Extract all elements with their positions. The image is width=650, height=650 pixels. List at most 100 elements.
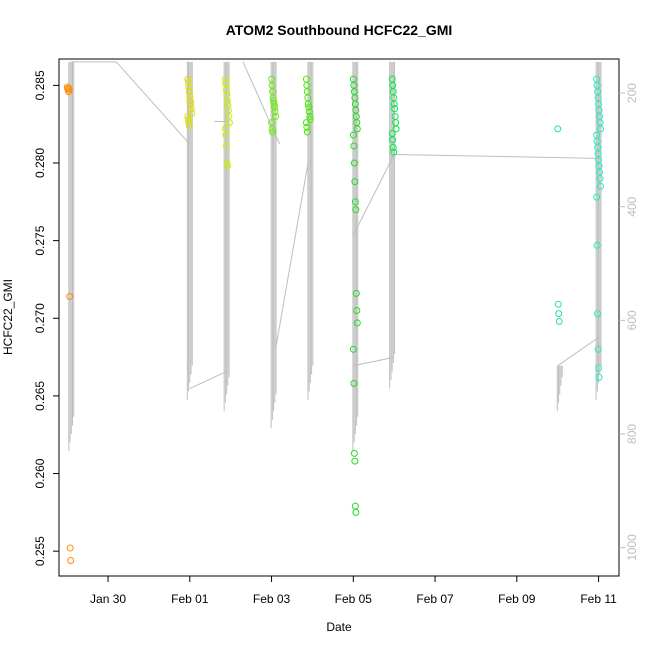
data-point [389, 136, 397, 144]
x-tick-label: Jan 30 [90, 592, 126, 606]
data-point [353, 319, 361, 327]
data-point [554, 300, 562, 308]
data-point [66, 544, 74, 552]
transit-lines [71, 61, 599, 389]
right-tick-label: 600 [625, 310, 639, 330]
data-point [225, 119, 233, 127]
data-points [63, 75, 605, 564]
data-point [224, 102, 232, 110]
y-tick-label: 0.285 [33, 70, 47, 100]
y-tick-label: 0.265 [33, 381, 47, 411]
chart-title: ATOM2 Southbound HCFC22_GMI [226, 22, 453, 38]
data-point [391, 105, 399, 113]
data-point [65, 84, 73, 92]
x-tick-label: Feb 01 [171, 592, 209, 606]
data-point [303, 123, 311, 131]
x-tick-label: Feb 09 [498, 592, 536, 606]
data-point [305, 103, 313, 111]
data-point [596, 175, 604, 183]
data-point [221, 75, 229, 83]
x-tick-label: Feb 03 [253, 592, 291, 606]
data-point [305, 108, 313, 116]
data-point [593, 193, 601, 201]
data-point [223, 97, 231, 105]
transit-line [275, 161, 309, 349]
y-tick-label: 0.280 [33, 148, 47, 178]
data-point [350, 142, 358, 150]
x-tick-label: Feb 05 [335, 592, 373, 606]
data-point [222, 142, 230, 150]
data-point [223, 162, 231, 170]
data-point [272, 112, 280, 120]
transit-line [353, 356, 395, 367]
data-point [351, 178, 359, 186]
data-point [222, 86, 230, 94]
y-axis: 0.255 0.260 0.265 0.270 0.275 0.280 0.285 [33, 70, 59, 566]
data-point [222, 131, 230, 139]
y-tick-label: 0.260 [33, 458, 47, 488]
y-tick-label: 0.275 [33, 225, 47, 255]
data-point [67, 556, 75, 564]
right-tick-label: 200 [625, 83, 639, 103]
data-point [352, 508, 360, 516]
data-point [595, 373, 603, 381]
right-tick-label: 800 [625, 424, 639, 444]
data-point [349, 131, 357, 139]
transit-line [557, 336, 599, 367]
data-point [554, 125, 562, 133]
data-point [65, 88, 73, 96]
data-point [186, 97, 194, 105]
data-point [349, 345, 357, 353]
data-point [184, 78, 192, 86]
data-point [351, 457, 359, 465]
data-point [595, 364, 603, 372]
data-point [270, 100, 278, 108]
data-point [223, 159, 231, 167]
data-point [303, 128, 311, 136]
x-axis: Jan 30 Feb 01 Feb 03 Feb 05 Feb 07 Feb 09 Feb … [90, 575, 617, 606]
data-point [304, 100, 312, 108]
y-tick-label: 0.255 [33, 536, 47, 566]
data-point [271, 108, 279, 116]
transit-line [189, 371, 227, 389]
data-point [184, 75, 192, 83]
data-point [594, 345, 602, 353]
data-point [185, 119, 193, 127]
data-point [597, 125, 605, 133]
x-axis-label: Date [326, 620, 352, 634]
transit-line [394, 153, 599, 159]
y-axis-label: HCFC22_GMI [1, 279, 15, 355]
data-point [352, 206, 360, 214]
data-point [269, 128, 277, 136]
right-axis: 200 400 600 800 1000 [619, 83, 639, 561]
data-point [185, 122, 193, 130]
data-point [271, 103, 279, 111]
data-point [352, 289, 360, 297]
data-point [186, 92, 194, 100]
data-point [555, 310, 563, 318]
data-point [185, 83, 193, 91]
data-point [555, 317, 563, 325]
data-point [187, 100, 195, 108]
data-point [350, 449, 358, 457]
data-point [268, 125, 276, 133]
data-point [597, 182, 605, 190]
data-point [306, 112, 314, 120]
data-point [390, 100, 398, 108]
data-point [187, 105, 195, 113]
data-point [390, 148, 398, 156]
data-point [351, 198, 359, 206]
data-point [353, 125, 361, 133]
right-tick-label: 400 [625, 196, 639, 216]
transit-line [115, 61, 191, 145]
y-tick-label: 0.270 [33, 303, 47, 333]
x-tick-label: Feb 11 [580, 592, 617, 606]
right-tick-label: 1000 [625, 534, 639, 561]
data-point [350, 159, 358, 167]
x-tick-label: Feb 07 [416, 592, 454, 606]
data-point [302, 119, 310, 127]
data-point [350, 379, 358, 387]
data-point [185, 88, 193, 96]
